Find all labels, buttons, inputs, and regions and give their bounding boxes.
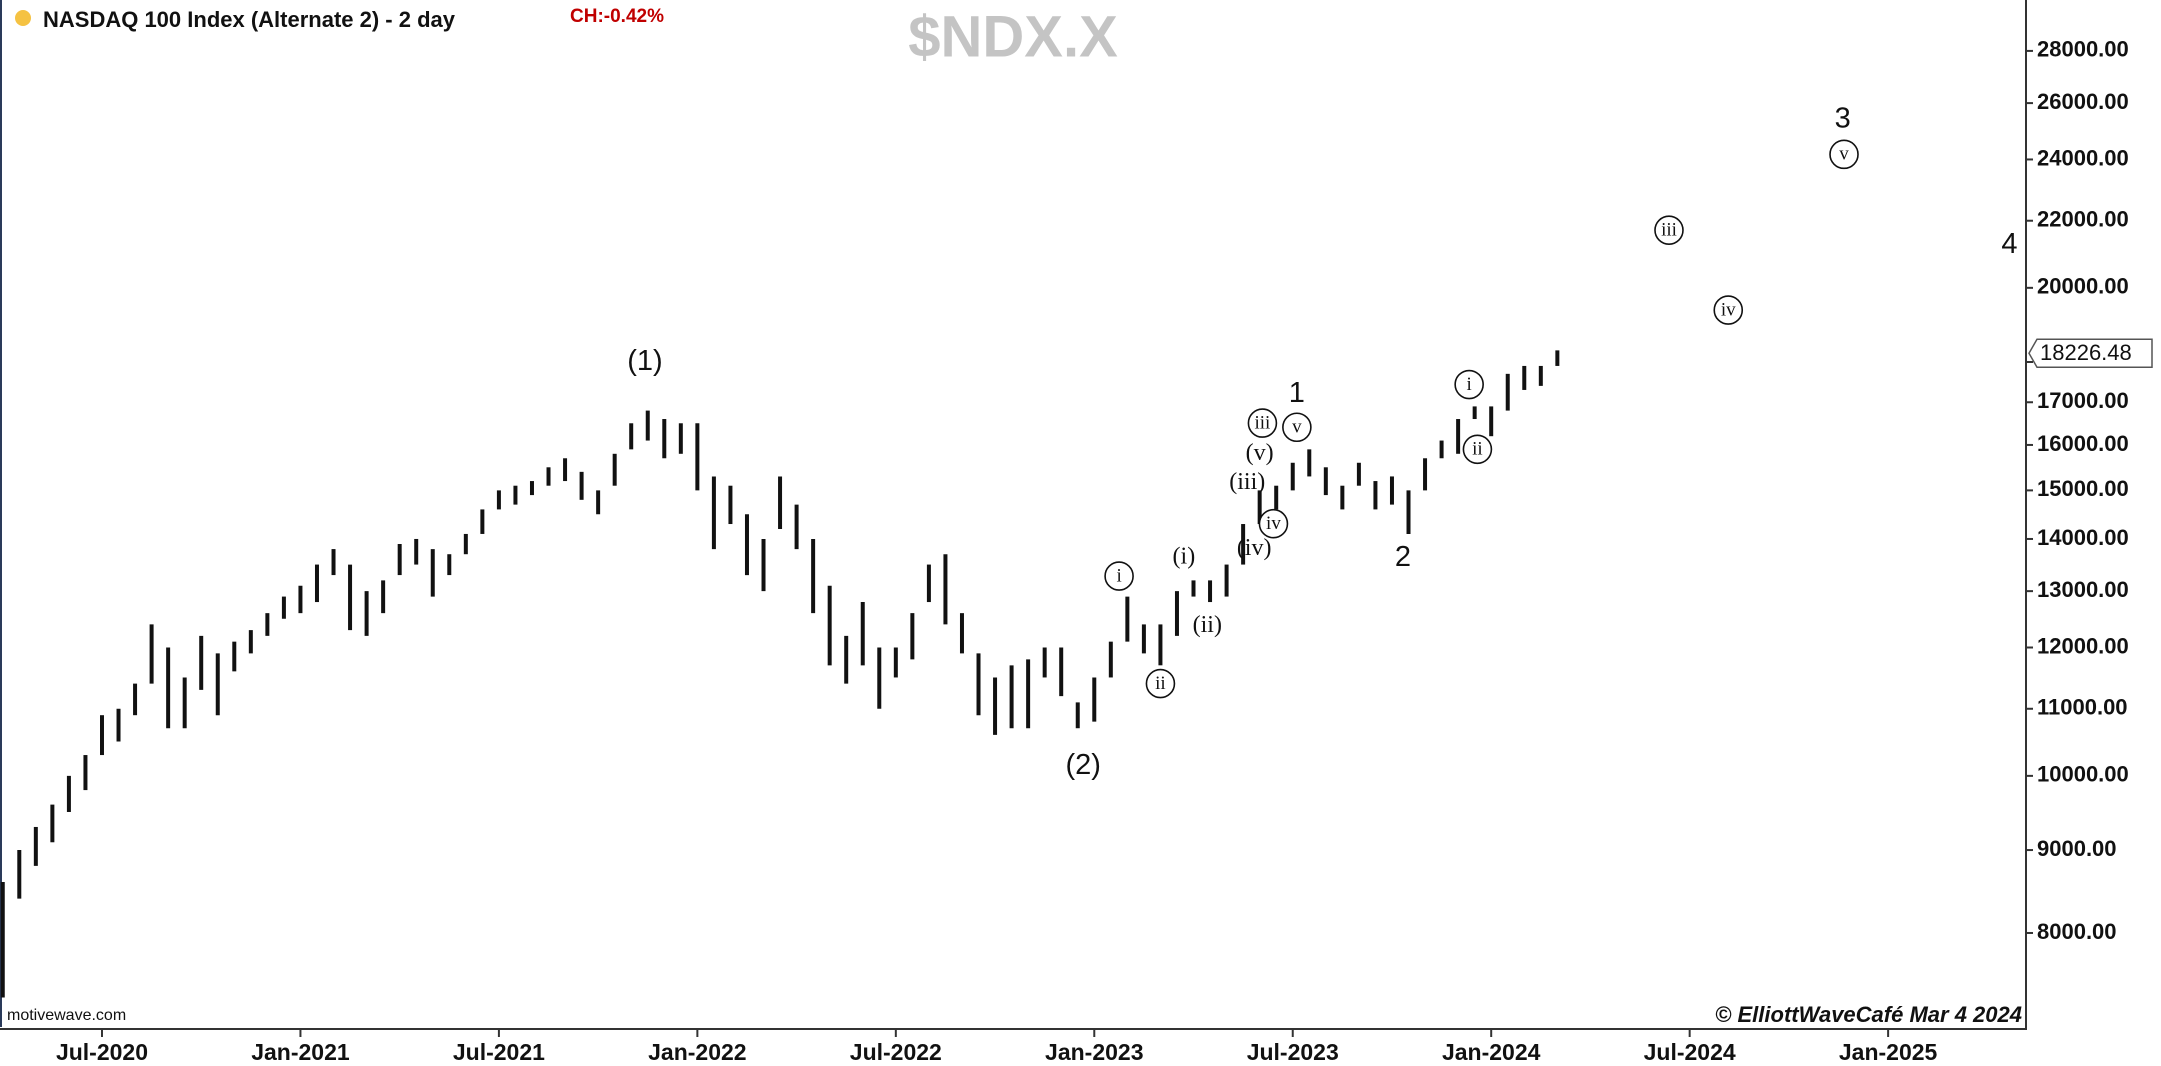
wave-label: iii [1254,412,1270,433]
symbol-watermark: $NDX.X [908,4,1118,69]
x-tick-label: Jan-2023 [1045,1039,1143,1065]
wave-label: v [1839,144,1849,165]
x-tick-label: Jan-2021 [251,1039,350,1065]
y-tick-label: 26000.00 [2037,89,2129,114]
wave-label: i [1116,565,1121,586]
wave-label: ii [1155,673,1166,694]
x-tick-label: Jul-2023 [1247,1039,1339,1065]
y-tick-label: 10000.00 [2037,762,2129,787]
wave-label: (1) [627,345,662,377]
x-tick-label: Jul-2022 [850,1039,942,1065]
y-tick-label: 14000.00 [2037,525,2129,550]
wave-circle [1829,139,1859,170]
x-tick-label: Jul-2021 [453,1039,545,1065]
wave-circle [1104,561,1134,591]
wave-label: iv [1266,513,1281,534]
wave-circle [1258,508,1289,539]
x-tick-label: Jul-2024 [1644,1039,1736,1065]
wave-circle [1454,369,1484,400]
y-tick-label: 11000.00 [2037,695,2128,720]
wave-circle [1282,412,1312,443]
wave-circle [1247,408,1278,438]
y-tick-label: 16000.00 [2037,431,2129,456]
wave-label: 1 [1289,377,1305,409]
wave-label: 3 [1835,103,1851,135]
wave-label: v [1292,417,1302,438]
wave-label: (2) [1066,749,1101,781]
y-tick-label: 24000.00 [2037,145,2129,170]
wave-label: iv [1721,299,1736,320]
x-tick-label: Jan-2022 [648,1039,746,1065]
wave-circle [1462,434,1493,465]
x-tick-label: Jan-2025 [1839,1039,1938,1065]
wave-label: iii [1661,220,1677,241]
wave-label: (i) [1173,543,1196,569]
y-tick-label: 8000.00 [2037,919,2117,944]
last-price-label: 18226.48 [2040,340,2132,365]
wave-label: (iii) [1229,469,1265,495]
y-tick-label: 9000.00 [2037,836,2117,861]
source-label: motivewave.com [7,1007,126,1024]
y-tick-label: 17000.00 [2037,388,2129,413]
change-label: CH:-0.42% [570,6,664,27]
last-price-box [2028,338,2153,368]
wave-label: (ii) [1193,612,1222,638]
x-tick-label: Jul-2020 [56,1039,148,1065]
x-tick-label: Jan-2024 [1442,1039,1541,1065]
status-dot [15,10,31,26]
wave-label: (v) [1246,440,1274,466]
wave-label: (iv) [1237,535,1272,561]
wave-circle [1654,215,1684,245]
y-tick-label: 15000.00 [2037,476,2129,501]
wave-label: ii [1472,439,1483,460]
y-tick-label: 13000.00 [2037,577,2129,602]
y-tick-label: 20000.00 [2037,274,2129,299]
y-tick-label: 12000.00 [2037,633,2129,658]
wave-label: 4 [2001,228,2017,260]
chart-title: NASDAQ 100 Index (Alternate 2) - 2 day [43,7,456,32]
wave-label: 2 [1395,541,1411,573]
y-tick-label: 28000.00 [2037,37,2129,62]
y-tick-label: 22000.00 [2037,207,2129,232]
copyright-label: © ElliottWaveCafé Mar 4 2024 [1715,1002,2022,1027]
wave-label: i [1467,374,1472,395]
wave-circle [1713,295,1744,325]
wave-circle [1145,668,1176,699]
